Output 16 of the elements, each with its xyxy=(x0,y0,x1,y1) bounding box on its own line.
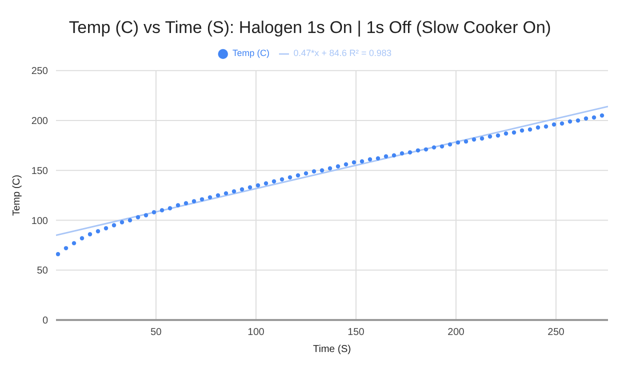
y-tick-label: 100 xyxy=(31,216,48,227)
chart-title: Temp (C) vs Time (S): Halogen 1s On | 1s Off (Slow Cooker On) xyxy=(68,17,552,39)
x-tick-label: 250 xyxy=(548,327,565,338)
y-tick-label: 200 xyxy=(31,116,48,128)
y-tick-label: 50 xyxy=(36,266,48,277)
legend-label: Temp (C) xyxy=(232,48,270,58)
x-tick-label: 200 xyxy=(448,327,465,338)
x-tick-label: 50 xyxy=(150,327,162,338)
x-axis-title: Time (S) xyxy=(313,344,351,355)
y-tick-label: 0 xyxy=(42,316,48,327)
y-tick-label: 250 xyxy=(31,66,48,78)
legend-label: 0.47*x + 84.6 R² = 0.983 xyxy=(293,48,392,58)
x-tick-label: 150 xyxy=(348,327,365,338)
y-tick-label: 150 xyxy=(31,166,48,177)
y-axis-title: Temp (C) xyxy=(12,174,23,216)
x-tick-label: 100 xyxy=(248,327,265,338)
